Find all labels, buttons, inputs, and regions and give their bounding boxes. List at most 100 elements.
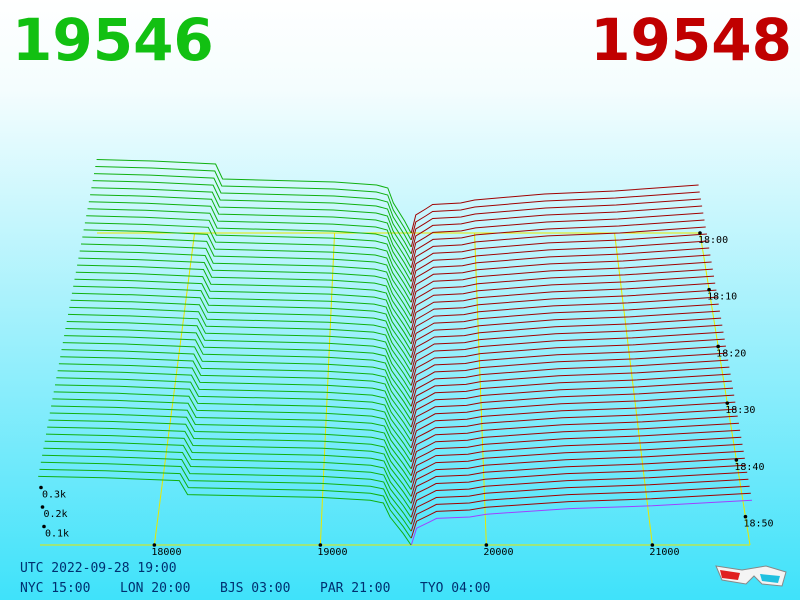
- depth-tick: [40, 505, 45, 509]
- asks-row: [410, 226, 706, 275]
- asks-row: [410, 492, 751, 539]
- asks-row: [410, 471, 748, 518]
- asks-row: [410, 310, 720, 358]
- price-grid-line: [614, 232, 653, 546]
- bids-row: [70, 299, 412, 372]
- time-tick: [707, 287, 711, 292]
- asks-row: [410, 254, 711, 303]
- asks-row: [410, 212, 704, 261]
- bids-row: [53, 391, 412, 463]
- plot: 18000 19000 20000 21000 18:00 18:10 18:20 18:30…: [38, 159, 774, 558]
- asks-row: [410, 331, 724, 379]
- asks-row: [410, 429, 741, 476]
- time-tick: [743, 514, 748, 519]
- asks-row: [410, 198, 701, 248]
- ask-price: 19548: [590, 6, 792, 74]
- bids-row: [73, 285, 412, 359]
- zone-time: BJS 03:00: [220, 581, 290, 596]
- bids-row: [80, 243, 412, 317]
- bids-row: [51, 405, 412, 476]
- bids-row: [47, 426, 412, 497]
- asks-row: [410, 317, 722, 365]
- depth-tick-label: 0.2k: [44, 509, 68, 520]
- bids-row: [83, 229, 412, 303]
- bids-row: [96, 159, 412, 234]
- bids-row: [77, 264, 412, 338]
- bids-row: [45, 433, 412, 504]
- price-tick: [484, 543, 489, 547]
- bids-row: [44, 440, 412, 511]
- bids-row: [38, 475, 412, 546]
- zone-time: TYO 04:00: [420, 581, 490, 596]
- asks-row: [410, 359, 729, 407]
- asks-row: [410, 450, 744, 497]
- bids-row: [57, 370, 412, 442]
- bids-row: [87, 208, 412, 282]
- depth-tick-label: 0.1k: [45, 529, 69, 540]
- bids-row: [65, 328, 412, 400]
- time-tick: [734, 458, 739, 462]
- bids-row: [58, 363, 412, 435]
- bids-row: [74, 278, 412, 352]
- time-tick: [725, 401, 730, 405]
- time-tick-label: 18:20: [716, 348, 746, 359]
- asks-row: [410, 464, 747, 511]
- asks-row: [410, 219, 705, 268]
- bids-row: [67, 313, 412, 386]
- asks-row: [410, 240, 709, 289]
- asks-row: [410, 457, 745, 504]
- time-tick-label: 18:40: [734, 462, 764, 473]
- price-tick: [318, 543, 323, 547]
- bids-row: [52, 398, 412, 469]
- asks-row: [410, 380, 732, 428]
- asks-row: [410, 184, 699, 234]
- asks-row: [410, 499, 753, 546]
- bids-row: [82, 236, 412, 310]
- asks-row: [410, 373, 731, 421]
- zone-time: PAR 21:00: [320, 581, 390, 596]
- asks-row: [410, 324, 723, 372]
- bids-row: [90, 194, 412, 268]
- asks-row: [410, 303, 719, 352]
- asks-row: [410, 247, 710, 296]
- asks-row: [410, 408, 737, 456]
- bids-row: [69, 306, 412, 379]
- asks-row: [410, 422, 739, 469]
- asks-row: [410, 345, 726, 393]
- asks-row: [410, 401, 736, 449]
- asks-row: [410, 233, 707, 282]
- asks-row: [410, 436, 742, 483]
- bids-row: [75, 271, 412, 345]
- bids-row: [92, 180, 412, 255]
- zone-time: NYC 15:00: [20, 581, 90, 596]
- bids-row: [84, 222, 412, 296]
- asks-row: [410, 366, 730, 414]
- asks-row: [410, 282, 716, 331]
- price-grid-line: [319, 232, 336, 546]
- asks-row: [410, 275, 715, 324]
- bids-row: [49, 412, 412, 483]
- bids-row: [42, 454, 412, 525]
- price-tick-label: 19000: [317, 547, 347, 558]
- asks-row: [410, 289, 717, 338]
- asks-row: [410, 394, 735, 442]
- bids-row: [79, 250, 412, 324]
- bids-row: [48, 419, 412, 490]
- bid-price: 19546: [12, 6, 214, 74]
- asks-row: [410, 268, 713, 317]
- bids-row: [78, 257, 412, 331]
- price-tick-label: 18000: [151, 547, 181, 558]
- asks-row: [410, 443, 743, 490]
- price-tick-label: 20000: [483, 547, 513, 558]
- bids-row: [88, 201, 412, 275]
- bids-row: [71, 292, 412, 365]
- utc-time: UTC 2022-09-28 19:00: [20, 561, 177, 576]
- asks-row: [410, 478, 749, 525]
- bids-row: [39, 468, 412, 539]
- bids-row: [61, 349, 412, 421]
- time-tick-label: 18:00: [698, 235, 728, 246]
- bids-row: [91, 187, 412, 261]
- zones: NYC 15:00 LON 20:00 BJS 03:00 PAR 21:00 TYO …: [20, 581, 490, 596]
- asks-row: [410, 261, 712, 310]
